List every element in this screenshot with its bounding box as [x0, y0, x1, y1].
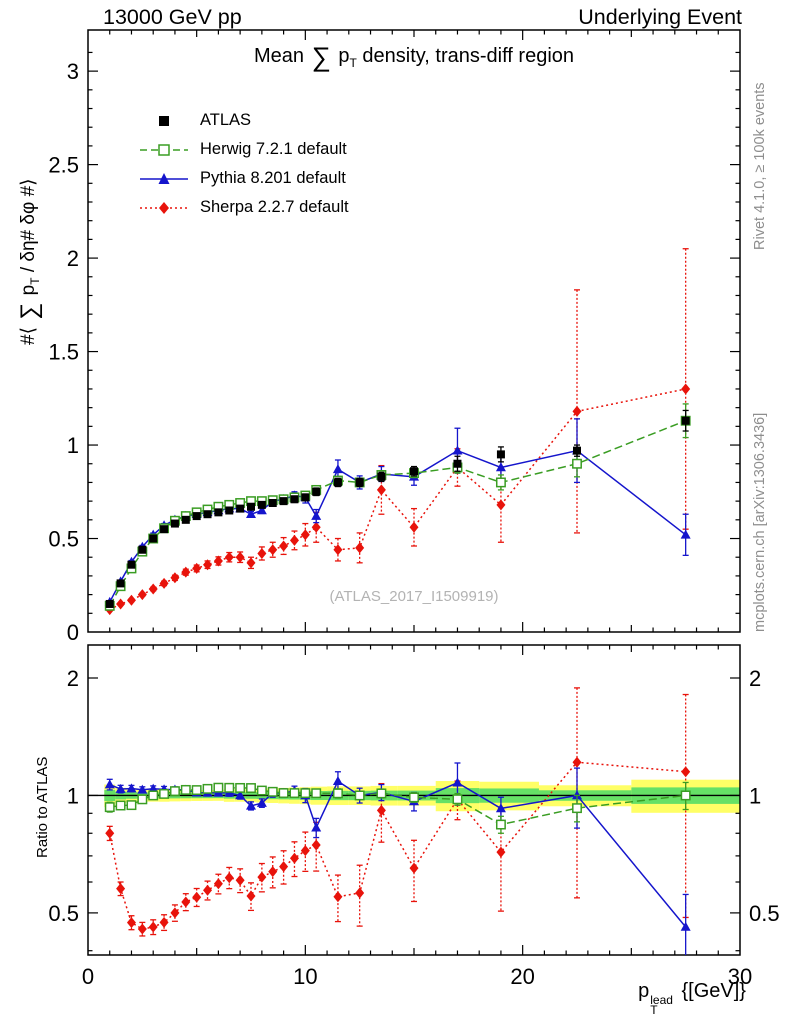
atlas-marker-icon	[159, 115, 169, 126]
series-main-herwig	[104, 403, 691, 611]
title-mid: p	[332, 45, 350, 67]
main-y-axis-label: #⟨ ∑ pT / δη# δφ #⟩	[16, 178, 43, 345]
x-tick-label: 30	[728, 964, 752, 989]
ratio-y-tick-label-left: 1	[67, 783, 79, 808]
x-axis-label: p lead T {[GeV]}	[638, 980, 746, 1017]
main-y-tick-label: 3	[67, 59, 79, 84]
legend-label-sherpa: Sherpa 2.2.7 default	[200, 198, 349, 216]
series-ratio-sherpa	[105, 687, 691, 937]
analysis-topic-label: Underlying Event	[578, 5, 742, 29]
legend-item-atlas: ATLAS	[138, 106, 349, 135]
main-y-tick-label: 1.5	[48, 340, 79, 365]
legend-item-herwig: Herwig 7.2.1 default	[138, 135, 349, 164]
legend-item-pythia: Pythia 8.201 default	[138, 164, 349, 193]
legend-label-atlas: ATLAS	[200, 111, 252, 129]
main-y-tick-label: 2.5	[48, 153, 79, 178]
main-y-tick-label: 0.5	[48, 527, 79, 552]
rivet-version-label: Rivet 4.1.0, ≥ 100k events	[752, 82, 768, 250]
main-y-tick-label: 1	[67, 433, 79, 458]
ratio-y-tick-label-left: 2	[67, 666, 79, 691]
title-post: density, trans-diff region	[356, 45, 575, 67]
ratio-y-tick-label-right: 2	[749, 666, 761, 691]
ratio-y-tick-label-right: 0.5	[749, 901, 780, 926]
legend-label-pythia: Pythia 8.201 default	[200, 169, 346, 187]
plot-title: Mean ∑ pT density, trans-diff region	[88, 42, 740, 73]
ratio-y-tick-label-right: 1	[749, 783, 761, 808]
x-axis-label-scripts: lead T	[650, 993, 673, 1017]
analysis-id-watermark: (ATLAS_2017_I1509919)	[329, 588, 499, 605]
series-main-sherpa	[105, 248, 691, 616]
sherpa-marker-icon	[140, 201, 188, 214]
ratio-y-axis-label: Ratio to ATLAS	[34, 756, 51, 858]
title-pre: Mean	[253, 45, 310, 67]
sum-symbol: ∑	[16, 302, 43, 320]
sum-symbol: ∑	[311, 42, 331, 72]
mcplots-credit-label: mcplots.cern.ch [arXiv:1306.3436]	[752, 412, 768, 632]
beam-energy-label: 13000 GeV pp	[103, 5, 242, 29]
title-sub: T	[349, 56, 357, 70]
series-main-atlas	[105, 409, 690, 608]
x-tick-label: 10	[293, 964, 317, 989]
x-tick-label: 0	[82, 964, 94, 989]
herwig-marker-icon	[140, 143, 188, 156]
x-tick-label: 20	[510, 964, 534, 989]
ratio-y-tick-label-left: 0.5	[48, 901, 79, 926]
main-y-tick-label: 0	[67, 620, 79, 645]
pythia-marker-icon	[140, 172, 188, 184]
legend-label-herwig: Herwig 7.2.1 default	[200, 140, 347, 158]
series-ratio-herwig	[104, 781, 691, 834]
legend-item-sherpa: Sherpa 2.2.7 default	[138, 193, 349, 222]
main-y-tick-label: 2	[67, 246, 79, 271]
legend: ATLAS Herwig 7.2.1 default Pythia 8.201 …	[138, 106, 349, 222]
